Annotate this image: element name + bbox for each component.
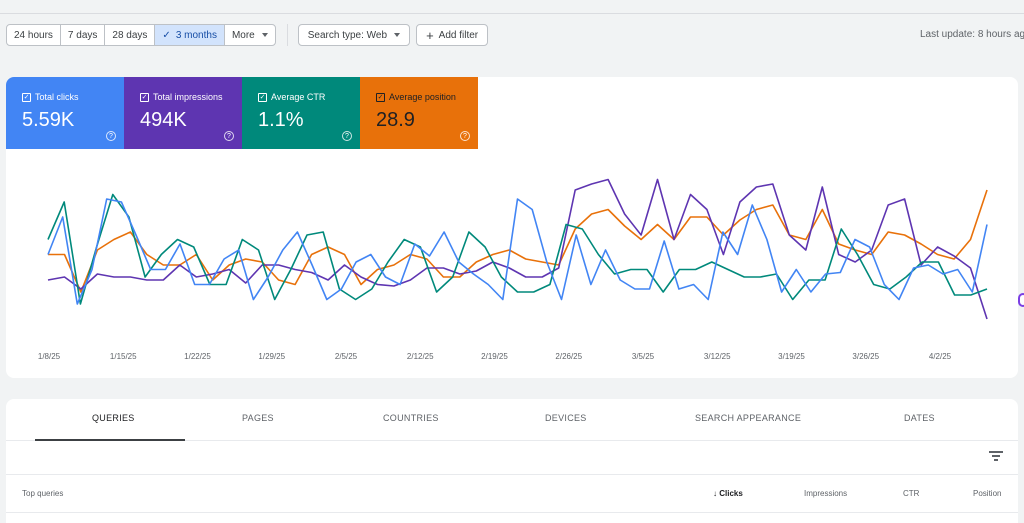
tab-search-appearance[interactable]: SEARCH APPEARANCE bbox=[695, 413, 802, 423]
x-tick-label: 4/2/25 bbox=[929, 352, 952, 361]
column-header-top-queries: Top queries bbox=[22, 489, 64, 498]
metric-label-row: ✓ Average CTR bbox=[258, 92, 325, 102]
series-line-average-position bbox=[48, 189, 988, 293]
x-tick-label: 2/12/25 bbox=[407, 352, 434, 361]
chart-side-handle[interactable] bbox=[1018, 293, 1024, 307]
filter-icon-bar bbox=[992, 455, 1000, 457]
check-icon: ✓ bbox=[162, 29, 171, 41]
metric-label: Total clicks bbox=[35, 92, 79, 102]
column-header-clicks[interactable]: ↓ Clicks bbox=[713, 489, 743, 498]
date-range-selector: 24 hours 7 days 28 days ✓ 3 months More bbox=[6, 24, 276, 46]
dimension-table-card: QUERIES PAGES COUNTRIES DEVICES SEARCH A… bbox=[6, 399, 1018, 523]
x-tick-label: 1/8/25 bbox=[38, 352, 61, 361]
dropdown-caret-icon bbox=[394, 33, 401, 37]
x-tick-label: 2/5/25 bbox=[335, 352, 358, 361]
filter-icon[interactable] bbox=[989, 450, 1003, 462]
range-more-button[interactable]: More bbox=[225, 25, 275, 45]
metric-total-impressions[interactable]: ✓ Total impressions 494K ? bbox=[124, 77, 242, 149]
metric-label-row: ✓ Average position bbox=[376, 92, 456, 102]
tab-pages[interactable]: PAGES bbox=[242, 413, 274, 423]
column-header-ctr[interactable]: CTR bbox=[903, 489, 920, 498]
series-line-total-impressions bbox=[47, 178, 988, 320]
x-tick-label: 3/12/25 bbox=[704, 352, 731, 361]
metric-average-ctr[interactable]: ✓ Average CTR 1.1% ? bbox=[242, 77, 360, 149]
active-tab-indicator bbox=[35, 439, 185, 441]
table-header-divider bbox=[6, 474, 1018, 475]
help-icon[interactable]: ? bbox=[460, 131, 470, 141]
range-3-months-button[interactable]: ✓ 3 months bbox=[155, 25, 225, 45]
help-icon[interactable]: ? bbox=[106, 131, 116, 141]
range-label: 28 days bbox=[112, 29, 148, 41]
column-header-impressions[interactable]: Impressions bbox=[804, 489, 848, 498]
sort-down-icon: ↓ bbox=[713, 489, 717, 498]
range-24-hours-button[interactable]: 24 hours bbox=[7, 25, 61, 45]
metric-total-clicks[interactable]: ✓ Total clicks 5.59K ? bbox=[6, 77, 124, 149]
performance-chart-card: ✓ Total clicks 5.59K ? ✓ Total impressions… bbox=[6, 77, 1018, 378]
metric-value: 28.9 bbox=[376, 109, 415, 131]
range-28-days-button[interactable]: 28 days bbox=[105, 25, 156, 45]
tab-countries[interactable]: COUNTRIES bbox=[383, 413, 439, 423]
clicks-header-label: Clicks bbox=[719, 489, 743, 498]
tab-queries[interactable]: QUERIES bbox=[92, 413, 135, 423]
metric-value: 494K bbox=[140, 109, 187, 131]
date-toolbar: 24 hours 7 days 28 days ✓ 3 months More S… bbox=[6, 24, 494, 46]
search-type-label: Search type: Web bbox=[307, 29, 388, 41]
metric-average-position[interactable]: ✓ Average position 28.9 ? bbox=[360, 77, 478, 149]
range-label: 24 hours bbox=[14, 29, 53, 41]
range-7-days-button[interactable]: 7 days bbox=[61, 25, 106, 45]
search-type-button[interactable]: Search type: Web bbox=[297, 24, 411, 46]
toolbar-separator bbox=[286, 24, 288, 46]
checkbox-icon: ✓ bbox=[140, 92, 149, 102]
x-tick-label: 2/19/25 bbox=[481, 352, 508, 361]
help-icon[interactable]: ? bbox=[342, 131, 352, 141]
add-filter-label: Add filter bbox=[438, 29, 479, 41]
x-tick-label: 3/19/25 bbox=[778, 352, 805, 361]
x-tick-label: 3/5/25 bbox=[632, 352, 655, 361]
dimension-tabs: QUERIES PAGES COUNTRIES DEVICES SEARCH A… bbox=[6, 399, 1018, 441]
filter-icon-bar bbox=[989, 451, 1003, 453]
checkbox-icon: ✓ bbox=[258, 92, 267, 102]
tab-dates[interactable]: DATES bbox=[904, 413, 935, 423]
checkbox-icon: ✓ bbox=[22, 92, 31, 102]
x-tick-label: 2/26/25 bbox=[555, 352, 582, 361]
series-line-average-ctr bbox=[47, 193, 988, 305]
x-tick-label: 3/26/25 bbox=[852, 352, 879, 361]
tab-devices[interactable]: DEVICES bbox=[545, 413, 587, 423]
metric-cards: ✓ Total clicks 5.59K ? ✓ Total impressions… bbox=[6, 77, 478, 149]
table-row-divider bbox=[6, 512, 1018, 513]
metric-label: Average CTR bbox=[271, 92, 326, 102]
checkbox-icon: ✓ bbox=[376, 92, 385, 102]
metric-label: Total impressions bbox=[153, 92, 223, 102]
last-update-text: Last update: 8 hours ago bbox=[920, 29, 1024, 40]
metric-value: 5.59K bbox=[22, 109, 75, 131]
metric-label-row: ✓ Total impressions bbox=[140, 92, 223, 102]
add-filter-button[interactable]: + Add filter bbox=[416, 24, 489, 46]
metric-label-row: ✓ Total clicks bbox=[22, 92, 79, 102]
column-header-position[interactable]: Position bbox=[973, 489, 1002, 498]
metric-value: 1.1% bbox=[258, 109, 304, 131]
x-tick-label: 1/22/25 bbox=[184, 352, 211, 361]
series-line-total-clicks bbox=[47, 198, 988, 305]
filter-icon-bar bbox=[994, 459, 998, 461]
range-label: 3 months bbox=[175, 29, 217, 41]
performance-line-chart: 1/8/25 1/15/25 1/22/25 1/29/25 2/5/25 2/12/25… bbox=[38, 178, 988, 361]
range-label: 7 days bbox=[67, 29, 98, 41]
top-divider bbox=[0, 13, 1024, 14]
x-tick-label: 1/29/25 bbox=[258, 352, 285, 361]
help-icon[interactable]: ? bbox=[224, 131, 234, 141]
x-tick-label: 1/15/25 bbox=[110, 352, 137, 361]
range-label: More bbox=[231, 29, 255, 41]
dropdown-caret-icon bbox=[261, 33, 268, 37]
metric-label: Average position bbox=[389, 92, 456, 102]
plus-icon: + bbox=[426, 27, 434, 43]
